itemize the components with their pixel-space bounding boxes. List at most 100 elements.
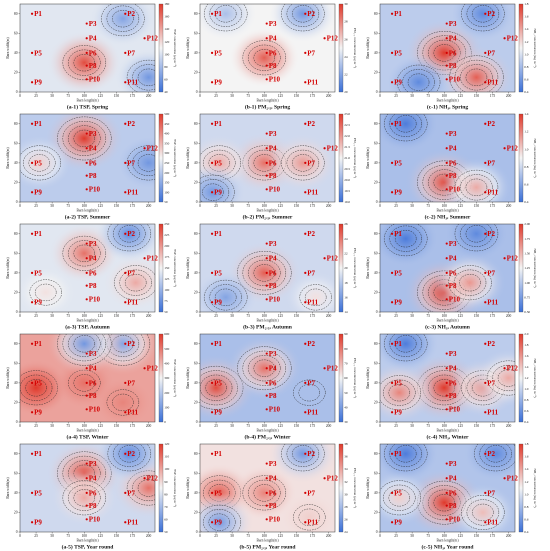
monitoring-point-marker [85, 22, 88, 25]
colorbar [338, 443, 344, 533]
monitoring-point-marker [124, 271, 127, 274]
monitoring-point-label: P4 [269, 145, 277, 153]
monitoring-point-marker [210, 491, 214, 494]
monitoring-point-marker [304, 271, 307, 274]
monitoring-point-label: P3 [89, 240, 97, 248]
monitoring-point-marker [390, 452, 394, 455]
colorbar-tick-label: 0.8 [524, 505, 529, 509]
monitoring-point-marker [445, 504, 448, 507]
monitoring-point-marker [304, 521, 307, 524]
monitoring-point-label: P8 [269, 282, 277, 290]
monitoring-point-label: P9 [34, 79, 42, 87]
colorbar-tick-label: 50 [344, 391, 348, 395]
x-axis-label: Barn length(m) [436, 209, 459, 213]
contour-line [248, 355, 281, 382]
x-tick-label: 200 [506, 424, 512, 428]
x-axis-label: Barn length(m) [76, 319, 99, 323]
monitoring-point-marker [304, 51, 307, 54]
colorbar-tick-label: 80 [344, 347, 348, 351]
monitoring-point-marker [484, 491, 487, 494]
y-tick-label: 0 [196, 420, 198, 424]
contour-line [34, 283, 57, 302]
y-tick-label: 20 [194, 401, 198, 405]
monitoring-point-label: P11 [487, 409, 498, 417]
colorbar-tick-label: 250 [164, 222, 169, 226]
colorbar-tick-label: 600 [164, 332, 169, 336]
monitoring-point-marker [265, 284, 268, 287]
x-tick-label: 200 [506, 314, 512, 318]
x-tick-label: 25 [34, 204, 38, 208]
field-hotspot [94, 224, 155, 263]
monitoring-point-marker [323, 257, 326, 260]
contour-line [454, 59, 499, 92]
monitoring-point-marker [30, 51, 34, 54]
y-tick-label: 80 [374, 452, 378, 456]
y-tick-label: 20 [194, 181, 198, 185]
monitoring-point-label: P7 [127, 269, 135, 277]
x-tick-label: 0 [379, 314, 381, 318]
y-tick-label: 80 [374, 232, 378, 236]
x-tick-label: 25 [214, 314, 218, 318]
x-tick-label: 50 [230, 94, 234, 98]
concentration-field [200, 334, 335, 422]
monitoring-point-marker [265, 298, 268, 301]
monitoring-point-marker [124, 161, 127, 164]
colorbar-tick-label: 200 [164, 244, 169, 248]
monitoring-point-marker [143, 257, 146, 260]
colorbar-tick-label: 500 [164, 347, 169, 351]
monitoring-point-marker [30, 381, 34, 384]
monitoring-point-label: P11 [487, 79, 498, 87]
monitoring-point-label: P9 [214, 409, 222, 417]
monitoring-point-marker [265, 132, 268, 135]
field-hotspot [380, 469, 433, 526]
x-tick-label: 25 [34, 534, 38, 538]
monitoring-point-marker [85, 408, 88, 411]
contour-line [460, 64, 493, 91]
monitoring-point-label: P4 [449, 255, 457, 263]
colorbar-tick-label: 250 [164, 161, 169, 165]
monitoring-point-marker [30, 12, 34, 15]
y-tick-label: 60 [194, 362, 198, 366]
contour-line [383, 379, 416, 406]
monitoring-point-label: P4 [269, 475, 277, 483]
monitoring-point-marker [210, 521, 214, 524]
contour-line [492, 364, 515, 392]
panel-title: (b-4) PM₂.₅, Winter [244, 434, 291, 441]
monitoring-point-label: P4 [269, 35, 277, 43]
monitoring-point-label: P6 [269, 49, 277, 57]
monitoring-point-label: P3 [449, 130, 457, 138]
monitoring-point-marker [304, 191, 307, 194]
monitoring-point-label: P8 [269, 62, 277, 70]
monitoring-point-label: P12 [147, 255, 159, 263]
monitoring-point-label: P2 [487, 10, 495, 18]
contour-line [248, 479, 281, 506]
contour-line [248, 44, 281, 71]
monitoring-point-marker [265, 367, 268, 370]
contour-line [383, 334, 428, 362]
monitoring-point-marker [30, 301, 34, 304]
colorbar-label: PM₂.₅ concentration (μg m⁻³) [353, 138, 357, 178]
contour-line [73, 129, 96, 148]
colorbar-tick-label: 26 [344, 518, 348, 522]
x-tick-label: 75 [246, 314, 250, 318]
y-tick-label: 80 [194, 122, 198, 126]
colorbar-tick-label: 2.0 [524, 332, 529, 336]
colorbar-tick-label: 1.0 [524, 492, 529, 496]
monitoring-point-label: P9 [394, 299, 402, 307]
monitoring-point-marker [304, 122, 307, 125]
monitoring-point-label: P10 [89, 516, 101, 524]
x-tick-label: 25 [34, 424, 38, 428]
monitoring-point-label: P3 [449, 240, 457, 248]
colorbar-tick-label: 200 [164, 391, 169, 395]
x-tick-label: 0 [199, 424, 201, 428]
colorbar-tick-label: 22.0 [344, 134, 350, 138]
monitoring-point-label: P4 [89, 145, 97, 153]
colorbar-tick-label: 32 [344, 480, 348, 484]
colorbar-tick-label: 120 [164, 442, 169, 446]
colorbar [518, 223, 524, 313]
monitoring-point-label: P7 [487, 49, 495, 57]
monitoring-point-marker [484, 411, 487, 414]
monitoring-point-label: P11 [307, 409, 318, 417]
contour-line [62, 45, 107, 81]
